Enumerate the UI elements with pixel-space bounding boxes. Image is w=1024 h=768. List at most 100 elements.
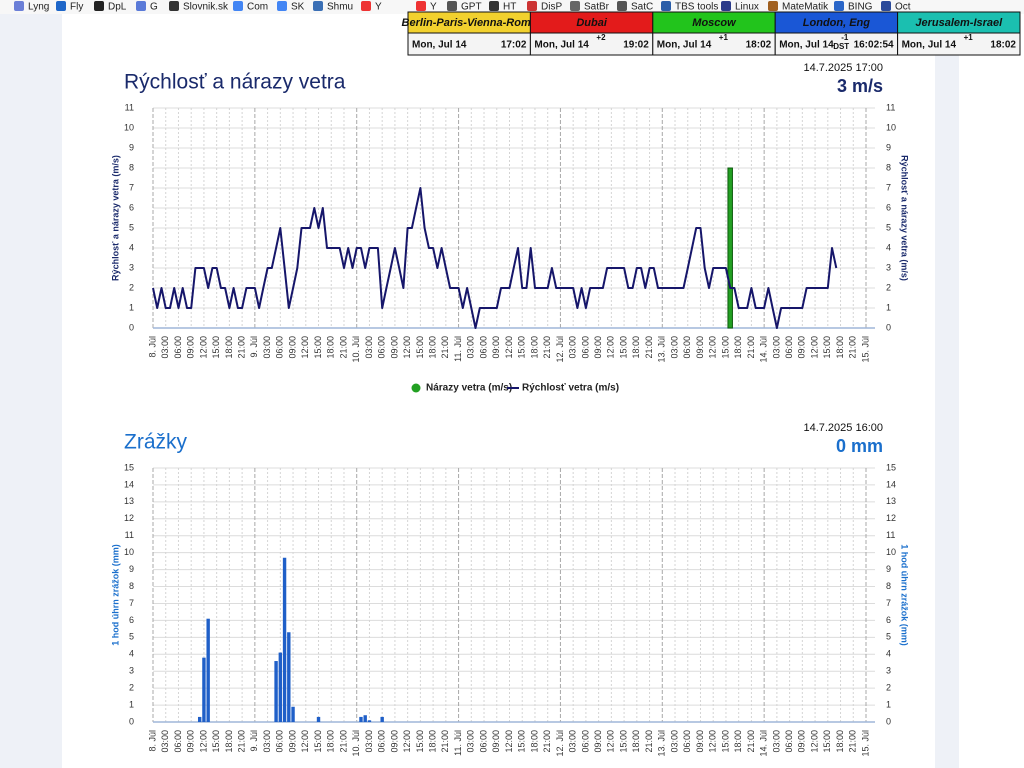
x-tick-label: 15:00	[822, 336, 832, 359]
y-tick-label: 10	[124, 122, 134, 132]
x-tick-label: 13. Júl	[657, 336, 667, 363]
x-tick-label: 21:00	[542, 730, 552, 753]
bookmark[interactable]: BING	[848, 2, 873, 13]
y-tick-label: 5	[886, 222, 891, 232]
y-tick-label: 9	[886, 564, 891, 574]
clock-city: London, Eng	[803, 17, 870, 29]
clock-time: 17:02	[501, 40, 527, 51]
bookmark[interactable]: DpL	[108, 2, 127, 13]
x-tick-label: 06:00	[173, 730, 183, 753]
bookmark[interactable]: SK	[291, 2, 305, 13]
x-tick-label: 15:00	[415, 336, 425, 359]
x-tick-label: 9. Júl	[249, 336, 259, 358]
clock-offset: -1	[841, 33, 849, 42]
x-tick-label: 15:00	[211, 730, 221, 753]
y-tick-label: 5	[129, 222, 134, 232]
x-tick-label: 06:00	[173, 336, 183, 359]
bookmark[interactable]: TBS tools	[675, 2, 718, 13]
x-tick-label: 06:00	[784, 730, 794, 753]
bookmark[interactable]: Oct	[895, 2, 911, 13]
x-tick-label: 09:00	[186, 730, 196, 753]
bookmark-icon	[527, 1, 537, 11]
bookmark[interactable]: Shmu	[327, 2, 353, 13]
x-tick-label: 06:00	[275, 730, 285, 753]
x-tick-label: 06:00	[275, 336, 285, 359]
bookmark-icon	[94, 1, 104, 11]
bookmark[interactable]: GPT	[461, 2, 482, 13]
x-tick-label: 12:00	[402, 336, 412, 359]
y-tick-label: 4	[886, 242, 891, 252]
clock-time: 18:02	[990, 40, 1016, 51]
bookmark[interactable]: Y	[375, 2, 382, 13]
bar	[287, 632, 291, 722]
bookmark[interactable]: MateMatik	[782, 2, 829, 13]
bookmark[interactable]: HT	[503, 2, 516, 13]
bookmark[interactable]: Linux	[735, 2, 759, 13]
y-tick-label: 3	[129, 262, 134, 272]
y-tick-label: 1	[129, 302, 134, 312]
x-tick-label: 12. Júl	[555, 336, 565, 363]
y-tick-label: 4	[129, 242, 134, 252]
bookmark-icon	[136, 1, 146, 11]
x-tick-label: 06:00	[682, 336, 692, 359]
bookmark[interactable]: DisP	[541, 2, 562, 13]
y-tick-label: 0	[886, 322, 891, 332]
bookmark[interactable]: SatC	[631, 2, 653, 13]
x-tick-label: 15. Júl	[860, 336, 870, 363]
bookmark[interactable]: Fly	[70, 2, 83, 13]
y-axis-title: Rýchlosť a nárazy vetra (m/s)	[110, 155, 120, 281]
bookmark[interactable]: Lyng	[28, 2, 49, 13]
clock-date: Mon, Jul 14	[779, 40, 834, 51]
x-tick-label: 21:00	[644, 336, 654, 359]
x-tick-label: 12:00	[198, 336, 208, 359]
bookmark-icon	[277, 1, 287, 11]
bookmark[interactable]: Com	[247, 2, 268, 13]
y-tick-label: 6	[886, 202, 891, 212]
x-tick-label: 14. Júl	[759, 730, 769, 757]
y-tick-label: 7	[129, 598, 134, 608]
bookmark-icon	[768, 1, 778, 11]
y-tick-label: 8	[129, 581, 134, 591]
x-tick-label: 09:00	[186, 336, 196, 359]
x-tick-label: 15:00	[720, 730, 730, 753]
clock-note: DST	[833, 42, 849, 51]
x-tick-label: 15. Júl	[860, 730, 870, 757]
clock-city: Jerusalem-Israel	[915, 17, 1003, 29]
clock-time: 18:02	[746, 40, 772, 51]
y-tick-label: 6	[129, 615, 134, 625]
bookmark[interactable]: G	[150, 2, 158, 13]
x-tick-label: 21:00	[542, 336, 552, 359]
bookmark[interactable]: SatBr	[584, 2, 610, 13]
y-tick-label: 8	[886, 162, 891, 172]
y-tick-label: 10	[886, 547, 896, 557]
x-tick-label: 12:00	[300, 336, 310, 359]
y-tick-label: 6	[886, 615, 891, 625]
x-tick-label: 03:00	[262, 336, 272, 359]
y-tick-label: 9	[129, 564, 134, 574]
x-tick-label: 21:00	[848, 730, 858, 753]
x-tick-label: 12:00	[708, 730, 718, 753]
y-tick-label: 1	[129, 699, 134, 709]
x-tick-label: 03:00	[364, 730, 374, 753]
bookmark-icon	[14, 1, 24, 11]
x-tick-label: 03:00	[262, 730, 272, 753]
bar	[367, 720, 372, 722]
clock-city: Moscow	[692, 17, 737, 29]
bar	[202, 657, 206, 722]
bookmark[interactable]: Slovnik.sk	[183, 2, 229, 13]
legend-label[interactable]: Nárazy vetra (m/s)	[426, 383, 512, 394]
x-tick-label: 03:00	[160, 336, 170, 359]
x-tick-label: 15:00	[618, 730, 628, 753]
y-tick-label: 11	[886, 530, 895, 540]
x-tick-label: 09:00	[695, 336, 705, 359]
legend-label[interactable]: Rýchlosť vetra (m/s)	[522, 383, 619, 394]
line	[152, 187, 838, 329]
x-tick-label: 18:00	[631, 730, 641, 753]
x-tick-label: 15:00	[313, 336, 323, 359]
bookmark[interactable]: Y	[430, 2, 437, 13]
x-tick-label: 09:00	[491, 336, 501, 359]
y-tick-label: 9	[129, 142, 134, 152]
x-tick-label: 03:00	[364, 336, 374, 359]
